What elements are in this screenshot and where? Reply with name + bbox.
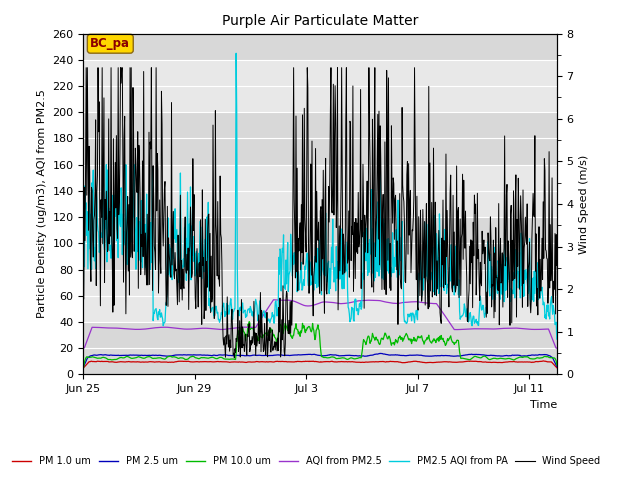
X-axis label: Time: Time (529, 400, 557, 409)
Y-axis label: Wind Speed (m/s): Wind Speed (m/s) (579, 155, 589, 253)
Bar (83, 112, 557, 165)
Bar (83, 165, 557, 217)
Bar (83, 270, 557, 322)
Bar (83, 60, 557, 112)
Bar (83, 34, 557, 60)
Legend: PM 1.0 um, PM 2.5 um, PM 10.0 um, AQI from PM2.5, PM2.5 AQI from PA, Wind Speed: PM 1.0 um, PM 2.5 um, PM 10.0 um, AQI fr… (8, 453, 604, 470)
Y-axis label: Particle Density (ug/m3), AQI from PM2.5: Particle Density (ug/m3), AQI from PM2.5 (36, 90, 47, 318)
Text: BC_pa: BC_pa (90, 37, 131, 50)
Title: Purple Air Particulate Matter: Purple Air Particulate Matter (222, 14, 418, 28)
Bar (83, 322, 557, 374)
Bar (83, 217, 557, 270)
